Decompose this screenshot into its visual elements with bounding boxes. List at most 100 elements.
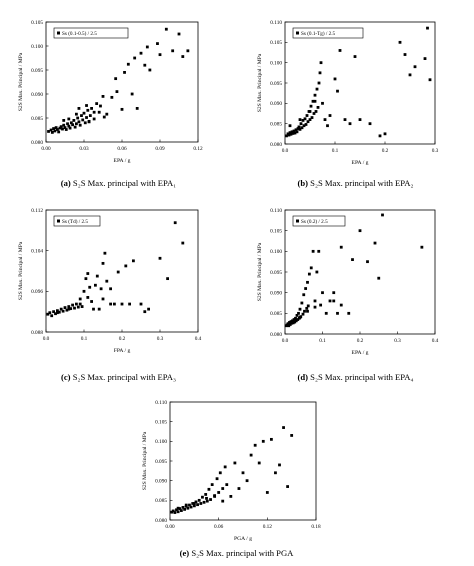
y-tick-label: 0.110 — [155, 400, 167, 406]
data-point — [56, 311, 59, 315]
y-tick-label: 0.095 — [270, 270, 282, 276]
data-point — [120, 302, 124, 306]
x-tick-label: 0.2 — [119, 336, 126, 342]
data-point — [381, 213, 384, 217]
data-point — [319, 61, 323, 65]
y-tick-label: 0.090 — [270, 290, 282, 296]
data-point — [77, 120, 81, 124]
data-point — [306, 309, 309, 313]
data-point — [298, 118, 302, 121]
data-point — [191, 502, 195, 505]
data-point — [296, 127, 300, 130]
data-point — [301, 119, 305, 122]
data-point — [351, 258, 354, 261]
x-tick-label: 0.3 — [432, 148, 439, 154]
caption-d: (d) S₂S Max. principal with EPA₄ — [237, 372, 474, 382]
caption-a-letter: (a) — [60, 178, 71, 188]
data-point — [194, 500, 198, 504]
data-point — [128, 302, 131, 306]
data-point — [296, 318, 300, 321]
data-point — [207, 487, 211, 491]
x-tick-label: 0.18 — [311, 524, 321, 530]
data-point — [377, 276, 381, 280]
data-point — [173, 511, 177, 514]
data-point — [126, 62, 130, 66]
caption-b: (b) S₂S Max. principal with EPA₂ — [237, 178, 474, 188]
data-point — [299, 122, 303, 126]
data-point — [113, 302, 116, 306]
data-point — [303, 117, 307, 121]
y-axis-label: S2S Max. Principal / MPa — [142, 431, 148, 490]
data-point — [257, 461, 261, 465]
x-tick-label: 0.12 — [263, 524, 273, 530]
data-point — [288, 131, 292, 135]
data-point — [143, 63, 147, 67]
data-point — [69, 121, 73, 125]
data-point — [313, 299, 317, 303]
data-point — [305, 306, 309, 310]
legend-box — [292, 215, 346, 227]
data-point — [173, 221, 177, 225]
data-point — [373, 241, 377, 245]
data-point — [196, 503, 199, 507]
data-point — [269, 437, 273, 441]
data-point — [178, 507, 182, 510]
data-point — [92, 307, 95, 311]
data-point — [428, 78, 432, 82]
data-point — [97, 307, 101, 311]
data-point — [71, 123, 74, 127]
data-point — [353, 55, 357, 58]
data-point — [101, 95, 105, 98]
data-point — [204, 493, 208, 496]
data-point — [92, 110, 96, 114]
data-point — [57, 310, 61, 314]
data-point — [298, 307, 302, 311]
y-axis-label: S2S Max. Principal / MPa — [18, 241, 24, 300]
data-point — [145, 45, 149, 49]
data-point — [288, 321, 291, 324]
legend-box — [53, 27, 129, 39]
data-point — [278, 463, 281, 467]
data-point — [336, 311, 339, 315]
y-tick-label: 0.110 — [270, 20, 282, 26]
data-point — [253, 443, 257, 447]
data-point — [65, 308, 69, 312]
y-tick-label: 0.095 — [31, 68, 43, 74]
data-point — [85, 104, 88, 107]
data-point — [358, 229, 362, 233]
data-point — [54, 126, 58, 129]
data-point — [323, 118, 327, 121]
y-tick-label: 0.104 — [31, 248, 43, 254]
legend-label: Ss (0.1-0.5) / 2.5 — [62, 30, 97, 37]
data-point — [67, 305, 71, 308]
data-point — [210, 483, 214, 486]
data-point — [192, 502, 196, 505]
data-point — [78, 123, 82, 127]
data-point — [205, 499, 209, 503]
data-point — [53, 129, 57, 133]
data-point — [109, 287, 112, 291]
data-point — [300, 126, 304, 130]
data-point — [313, 93, 317, 97]
x-tick-label: 0.03 — [79, 146, 89, 152]
data-point — [317, 249, 321, 253]
caption-e: (e) S₂S Max. principal with PGA — [118, 548, 355, 558]
data-point — [221, 487, 225, 490]
data-point — [308, 110, 312, 113]
data-point — [82, 289, 86, 293]
data-point — [88, 114, 92, 117]
chart-d-svg: 0.0 0.1 0.2 0.3 0.4 0.080 0.085 0.090 0.095 0.100… — [257, 208, 439, 356]
legend-box — [53, 215, 101, 227]
data-point — [164, 27, 168, 31]
y-tick-label: 0.100 — [155, 439, 167, 445]
chart-panel-b: 0.0 0.1 0.2 0.3 0.080 0.085 0.090 0.095 0.100 0.1… — [237, 0, 474, 200]
data-point — [217, 491, 221, 494]
data-point — [306, 304, 310, 308]
data-point — [56, 128, 59, 131]
data-point — [241, 471, 245, 475]
data-point — [301, 312, 305, 316]
data-point — [170, 510, 174, 514]
data-point — [139, 302, 143, 306]
data-point — [166, 277, 169, 281]
data-point — [309, 266, 313, 270]
